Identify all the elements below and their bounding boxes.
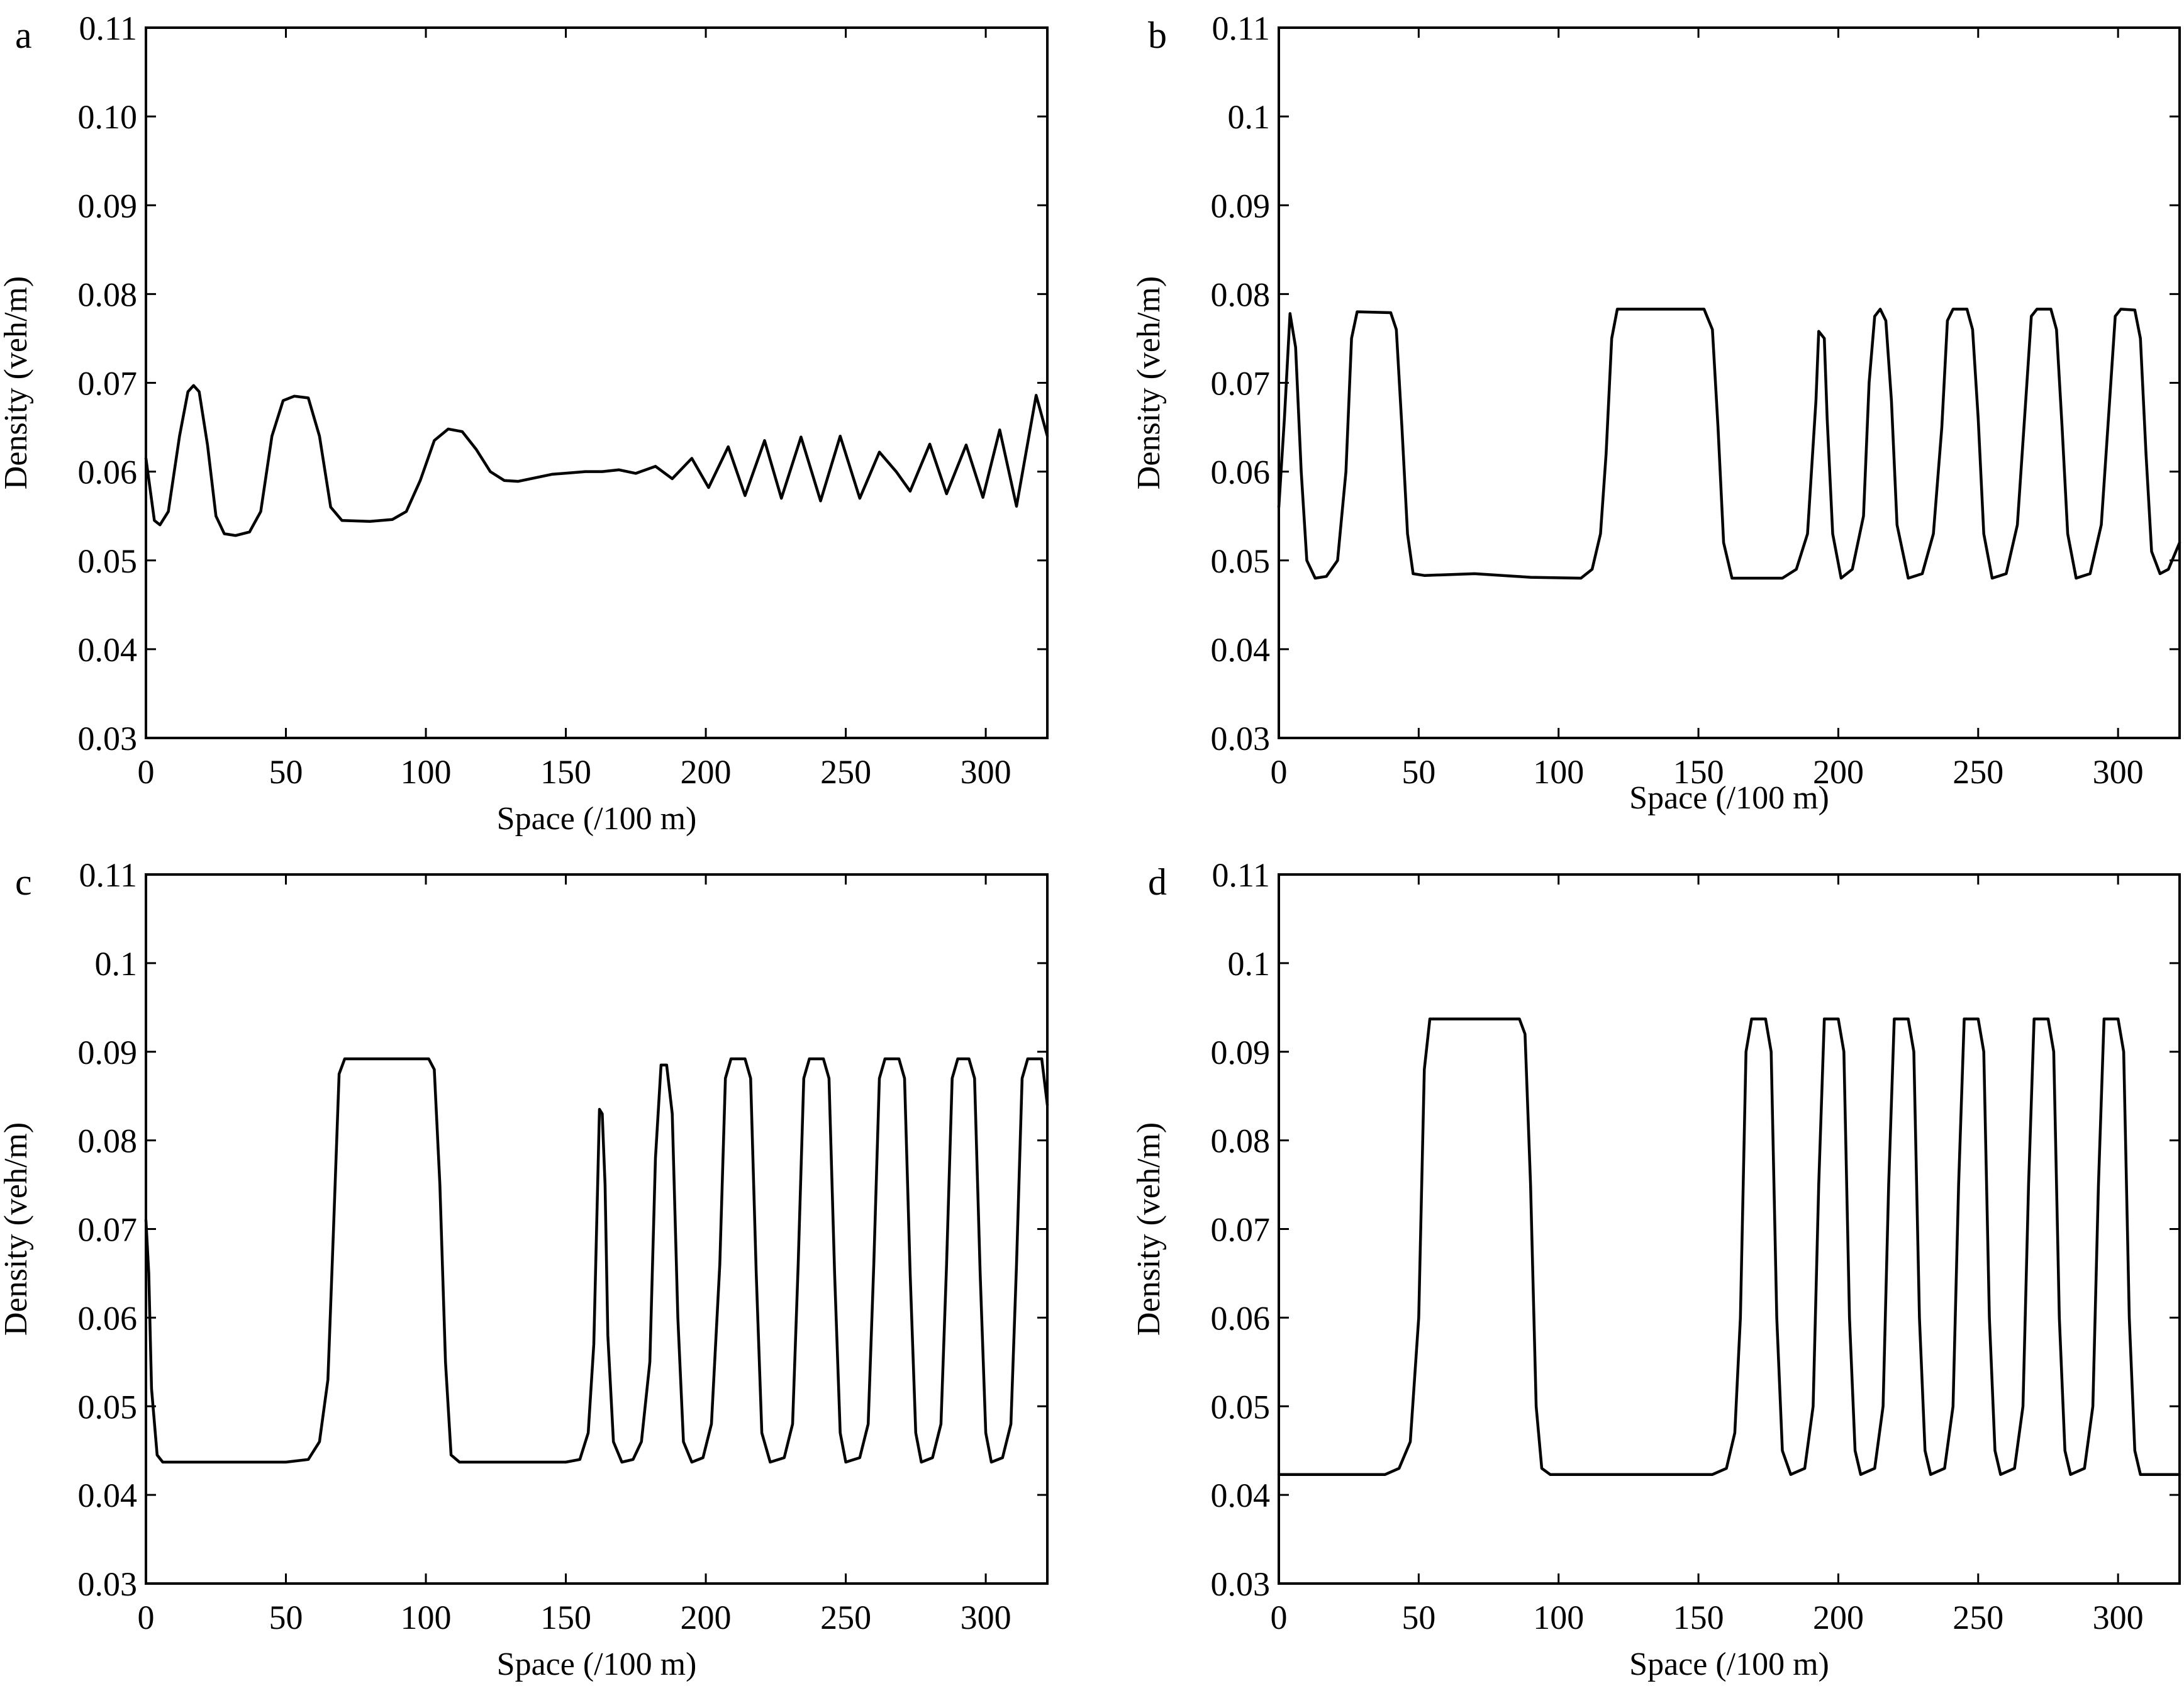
x-tick-label: 0 bbox=[1271, 1599, 1288, 1636]
y-tick-label: 0.09 bbox=[1211, 1034, 1271, 1071]
x-tick-label: 300 bbox=[961, 1599, 1011, 1636]
x-tick-label: 50 bbox=[1401, 1599, 1435, 1636]
x-tick-label: 200 bbox=[681, 1599, 732, 1636]
y-tick-label: 0.07 bbox=[78, 1211, 138, 1249]
x-tick-label: 200 bbox=[681, 753, 732, 791]
x-tick-label: 250 bbox=[820, 1599, 871, 1636]
x-tick-label: 100 bbox=[401, 753, 452, 791]
panel-d: 0 50 100 150 200 250 300 0.03 0.04 0.05 0.06 0.07 0.… bbox=[1131, 856, 2181, 1682]
y-tick-label: 0.07 bbox=[78, 365, 138, 403]
y-tick-label: 0.03 bbox=[1211, 1565, 1271, 1603]
x-tick-label: 150 bbox=[1673, 1599, 1724, 1636]
x-tick-label: 300 bbox=[2093, 753, 2144, 791]
x-tick-label: 0 bbox=[138, 1599, 155, 1636]
plot-frame bbox=[1278, 873, 2181, 1585]
density-line bbox=[1277, 1017, 2181, 1476]
y-tick-label: 0.1 bbox=[1228, 945, 1271, 983]
y-tick-label: 0.04 bbox=[1211, 1477, 1271, 1514]
x-axis-label: Space (/100 m) bbox=[1629, 1646, 1829, 1682]
x-tick-label: 300 bbox=[961, 753, 1011, 791]
panel-label: d bbox=[1148, 861, 1167, 903]
y-tick-label: 0.06 bbox=[78, 1299, 138, 1337]
y-tick-label: 0.06 bbox=[1211, 454, 1271, 491]
y-tick-label: 0.03 bbox=[1211, 720, 1271, 757]
x-axis-label: Space (/100 m) bbox=[1629, 780, 1829, 816]
y-axis-label: Density (veh/m) bbox=[1131, 276, 1167, 489]
y-tick-label: 0.07 bbox=[1211, 1211, 1271, 1249]
y-tick-label: 0.05 bbox=[1211, 1388, 1271, 1426]
x-axis-label: Space (/100 m) bbox=[497, 801, 697, 837]
y-tick-label: 0.05 bbox=[78, 542, 138, 580]
x-tick-label: 100 bbox=[401, 1599, 452, 1636]
plot-frame bbox=[1278, 26, 2181, 739]
x-tick-label: 150 bbox=[1673, 753, 1724, 791]
x-tick-label: 0 bbox=[138, 753, 155, 791]
x-tick-label: 200 bbox=[1813, 753, 1864, 791]
y-tick-label: 0.06 bbox=[78, 454, 138, 491]
x-tick-label: 50 bbox=[1401, 753, 1435, 791]
y-tick-label: 0.05 bbox=[78, 1388, 138, 1426]
y-tick-label: 0.09 bbox=[1211, 187, 1271, 225]
plot-frame bbox=[145, 26, 1049, 739]
density-line bbox=[1277, 308, 2181, 580]
y-tick-label: 0.11 bbox=[79, 9, 138, 47]
y-tick-label: 0.03 bbox=[78, 1565, 138, 1603]
y-axis-label: Density (veh/m) bbox=[0, 1122, 34, 1336]
y-tick-label: 0.06 bbox=[1211, 1299, 1271, 1337]
x-tick-label: 200 bbox=[1813, 1599, 1864, 1636]
y-axis-label: Density (veh/m) bbox=[1131, 1122, 1167, 1336]
y-tick-label: 0.11 bbox=[79, 856, 138, 894]
panel-c: 0 50 100 150 200 250 300 0.03 0.04 0.05 0.06 0.07 0.… bbox=[0, 856, 1049, 1682]
x-tick-label: 150 bbox=[540, 1599, 591, 1636]
y-tick-label: 0.08 bbox=[78, 1122, 138, 1160]
y-tick-label: 0.09 bbox=[78, 1034, 138, 1071]
y-tick-label: 0.08 bbox=[1211, 1122, 1271, 1160]
y-tick-label: 0.08 bbox=[78, 276, 138, 313]
y-tick-label: 0.04 bbox=[1211, 631, 1271, 669]
y-tick-label: 0.05 bbox=[1211, 542, 1271, 580]
density-line bbox=[144, 384, 1049, 537]
panel-b: 0 50 100 150 200 250 300 0.03 0.04 0.05 0.06 0.07 0.… bbox=[1131, 9, 2181, 816]
x-tick-label: 250 bbox=[820, 753, 871, 791]
y-tick-label: 0.11 bbox=[1212, 9, 1271, 47]
panel-label: a bbox=[15, 14, 32, 56]
y-tick-label: 0.08 bbox=[1211, 276, 1271, 313]
y-tick-label: 0.1 bbox=[95, 945, 138, 983]
panel-label: b bbox=[1148, 14, 1167, 56]
x-tick-label: 50 bbox=[269, 1599, 303, 1636]
x-tick-label: 100 bbox=[1533, 753, 1584, 791]
x-tick-label: 250 bbox=[1953, 753, 2003, 791]
x-tick-label: 300 bbox=[2093, 1599, 2144, 1636]
x-tick-label: 0 bbox=[1271, 753, 1288, 791]
x-axis-label: Space (/100 m) bbox=[497, 1646, 697, 1682]
x-tick-label: 50 bbox=[269, 753, 303, 791]
x-tick-label: 150 bbox=[540, 753, 591, 791]
y-tick-label: 0.04 bbox=[78, 1477, 138, 1514]
y-tick-label: 0.10 bbox=[78, 98, 138, 136]
density-line bbox=[144, 1057, 1049, 1464]
x-tick-label: 250 bbox=[1953, 1599, 2003, 1636]
x-tick-label: 100 bbox=[1533, 1599, 1584, 1636]
y-tick-label: 0.03 bbox=[78, 720, 138, 757]
y-tick-label: 0.09 bbox=[78, 187, 138, 225]
y-tick-label: 0.04 bbox=[78, 631, 138, 669]
y-tick-label: 0.07 bbox=[1211, 365, 1271, 403]
y-axis-label: Density (veh/m) bbox=[0, 276, 34, 489]
y-tick-label: 0.11 bbox=[1212, 856, 1271, 894]
y-tick-label: 0.1 bbox=[1228, 98, 1271, 136]
panel-a: 0 50 100 150 200 250 300 0.03 0.04 0.05 0.06 0.07 0.… bbox=[0, 9, 1049, 837]
panel-label: c bbox=[15, 861, 32, 903]
